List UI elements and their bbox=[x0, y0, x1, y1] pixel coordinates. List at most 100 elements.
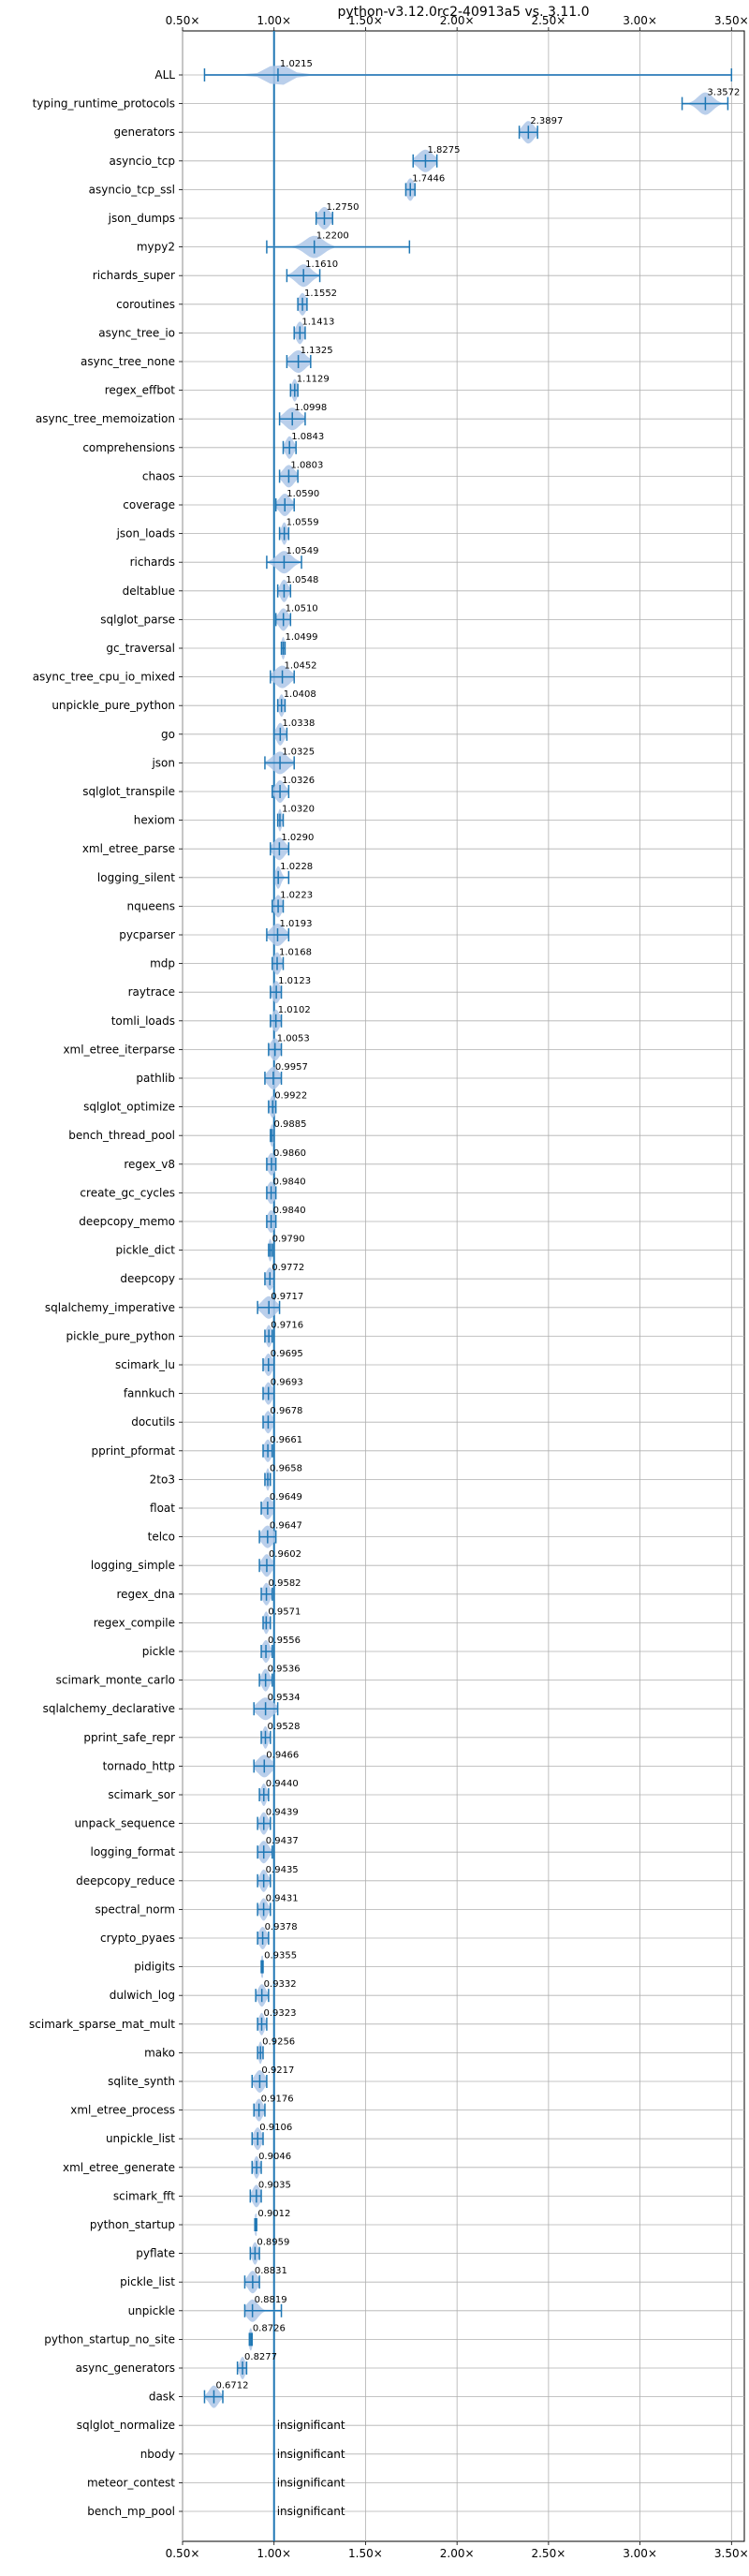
data-label: 1.1129 bbox=[297, 375, 330, 385]
data-label: 0.9534 bbox=[268, 1693, 301, 1703]
y-tick-label: meteor_contest bbox=[87, 2476, 175, 2489]
y-tick-label: dask bbox=[149, 2391, 175, 2404]
y-tick-label: generators bbox=[113, 126, 175, 139]
y-tick-label: telco bbox=[148, 1531, 175, 1544]
x-tick-label-bottom: 1.50× bbox=[348, 2547, 383, 2560]
y-tick-label: xml_etree_parse bbox=[82, 842, 175, 855]
data-label: 1.0452 bbox=[285, 661, 317, 672]
data-label: 1.0510 bbox=[286, 603, 318, 614]
y-tick-label: pickle bbox=[142, 1645, 175, 1658]
data-label: 0.9840 bbox=[273, 1177, 306, 1187]
data-label: insignificant bbox=[277, 2448, 345, 2461]
y-tick-label: regex_effbot bbox=[105, 384, 176, 397]
data-label: insignificant bbox=[277, 2419, 345, 2432]
data-label: 2.3897 bbox=[530, 116, 563, 126]
y-tick-label: python_startup_no_site bbox=[44, 2332, 175, 2346]
y-tick-label: async_tree_io bbox=[98, 326, 175, 339]
data-label: 0.9536 bbox=[268, 1665, 301, 1675]
y-tick-label: comprehensions bbox=[82, 441, 175, 454]
x-tick-label-bottom: 2.00× bbox=[440, 2547, 475, 2560]
y-tick-label: pprint_pformat bbox=[92, 1444, 176, 1458]
y-tick-label: python_startup bbox=[90, 2218, 175, 2231]
data-label: 1.0215 bbox=[280, 59, 313, 69]
data-label: 1.0559 bbox=[286, 518, 319, 528]
y-tick-label: json_dumps bbox=[108, 212, 175, 225]
data-label: 0.9217 bbox=[261, 2065, 294, 2076]
grid-lines bbox=[182, 31, 744, 2541]
data-label: insignificant bbox=[277, 2476, 345, 2489]
y-tick-label: create_gc_cycles bbox=[80, 1186, 175, 1199]
y-tick-label: scimark_lu bbox=[115, 1358, 175, 1371]
data-label: 1.0548 bbox=[286, 575, 318, 585]
data-label: 0.8959 bbox=[257, 2238, 289, 2248]
data-label: 0.9323 bbox=[263, 2008, 296, 2019]
data-label: 0.9176 bbox=[261, 2095, 294, 2105]
data-label: 1.0102 bbox=[278, 1005, 311, 1015]
data-label: 1.0499 bbox=[285, 632, 317, 643]
y-tick-label: pickle_pure_python bbox=[66, 1329, 175, 1342]
y-tick-label: spectral_norm bbox=[95, 1902, 175, 1916]
y-tick-label: deepcopy_memo bbox=[79, 1215, 175, 1228]
y-tick-label: raytrace bbox=[128, 985, 175, 999]
data-label: 0.9695 bbox=[271, 1349, 303, 1359]
data-label: 0.9332 bbox=[264, 1979, 297, 1990]
data-label: 1.0193 bbox=[279, 919, 312, 929]
data-label: 1.0168 bbox=[279, 948, 312, 958]
data-label: 0.8831 bbox=[255, 2266, 287, 2276]
y-tick-label: scimark_sparse_mat_mult bbox=[29, 2018, 175, 2031]
data-label: 1.2200 bbox=[316, 231, 349, 242]
data-label: 0.9466 bbox=[266, 1750, 299, 1760]
data-label: 0.9649 bbox=[270, 1492, 302, 1503]
data-label: 0.9528 bbox=[267, 1722, 300, 1732]
y-tick-label: coroutines bbox=[116, 298, 175, 311]
y-tick-label: tornado_http bbox=[103, 1759, 175, 1772]
y-tick-label: sqlalchemy_imperative bbox=[45, 1301, 175, 1314]
data-label: 1.0326 bbox=[282, 776, 315, 786]
y-tick-label: float bbox=[150, 1502, 175, 1515]
y-tick-label: richards bbox=[130, 555, 175, 569]
y-tick-label: dulwich_log bbox=[110, 1989, 175, 2002]
y-tick-label: pathlib bbox=[136, 1072, 175, 1085]
y-tick-label: json bbox=[151, 756, 175, 769]
y-tick-label: deltablue bbox=[123, 585, 175, 598]
data-label: 0.9355 bbox=[264, 1951, 297, 1962]
y-tick-label: bench_thread_pool bbox=[68, 1129, 175, 1142]
axis-labels: 0.50× 0.50× 1.00× 1.00× 1.50× 1.50× 2.00× 2.00×… bbox=[29, 14, 749, 2560]
data-label: 1.0338 bbox=[282, 718, 315, 729]
y-tick-label: coverage bbox=[123, 498, 175, 511]
y-tick-label: chaos bbox=[142, 469, 175, 482]
y-tick-label: bench_mp_pool bbox=[87, 2505, 175, 2518]
data-label: 0.9678 bbox=[270, 1406, 302, 1416]
data-label: 0.9957 bbox=[275, 1062, 308, 1073]
x-tick-label-top: 2.50× bbox=[531, 14, 565, 27]
y-tick-label: logging_silent bbox=[97, 871, 175, 884]
y-tick-label: pycparser bbox=[119, 928, 175, 941]
data-label: 0.8726 bbox=[253, 2323, 286, 2333]
data-label: 0.9440 bbox=[266, 1779, 299, 1789]
y-tick-label: async_tree_memoization bbox=[36, 412, 175, 425]
data-label: 1.0320 bbox=[282, 805, 315, 815]
data-label: 1.1552 bbox=[304, 289, 337, 299]
y-tick-label: go bbox=[161, 728, 175, 741]
y-tick-label: mypy2 bbox=[137, 241, 175, 254]
y-tick-label: scimark_monte_carlo bbox=[56, 1674, 175, 1687]
y-tick-label: scimark_sor bbox=[108, 1788, 175, 1801]
data-label: 1.0325 bbox=[282, 747, 315, 757]
x-tick-label-bottom: 3.50× bbox=[714, 2547, 749, 2560]
data-label: 1.7446 bbox=[412, 173, 445, 184]
data-label: 0.9012 bbox=[257, 2209, 290, 2219]
y-tick-label: json_loads bbox=[116, 527, 175, 540]
y-tick-label: sqlglot_normalize bbox=[77, 2419, 175, 2432]
y-tick-label: richards_super bbox=[93, 269, 175, 282]
data-label: 0.9378 bbox=[265, 1922, 298, 1932]
data-label: 1.1325 bbox=[301, 346, 333, 356]
data-label: 1.1413 bbox=[301, 317, 334, 327]
y-tick-label: xml_etree_generate bbox=[63, 2161, 175, 2174]
y-tick-label: fannkuch bbox=[124, 1387, 175, 1400]
chart-title: python-v3.12.0rc2-40913a5 vs. 3.11.0 bbox=[337, 5, 589, 20]
data-label: 1.0228 bbox=[280, 862, 313, 872]
y-tick-label: 2to3 bbox=[150, 1473, 175, 1486]
x-tick-label-bottom: 2.50× bbox=[531, 2547, 565, 2560]
x-tick-label-top: 2.00× bbox=[440, 14, 475, 27]
y-tick-label: mako bbox=[144, 2046, 175, 2059]
